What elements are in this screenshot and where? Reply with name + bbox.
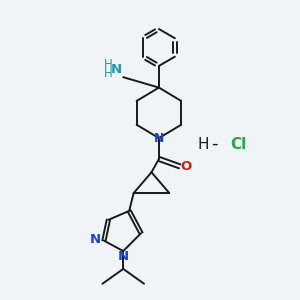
- Text: N: N: [90, 233, 101, 246]
- Text: N: N: [154, 132, 164, 145]
- Text: H: H: [198, 136, 209, 152]
- Text: Cl: Cl: [230, 136, 247, 152]
- Text: N: N: [118, 250, 129, 263]
- Text: N: N: [110, 63, 122, 76]
- Text: O: O: [181, 160, 192, 173]
- Text: H: H: [104, 58, 113, 71]
- Text: H: H: [104, 67, 113, 80]
- Text: -: -: [211, 135, 217, 153]
